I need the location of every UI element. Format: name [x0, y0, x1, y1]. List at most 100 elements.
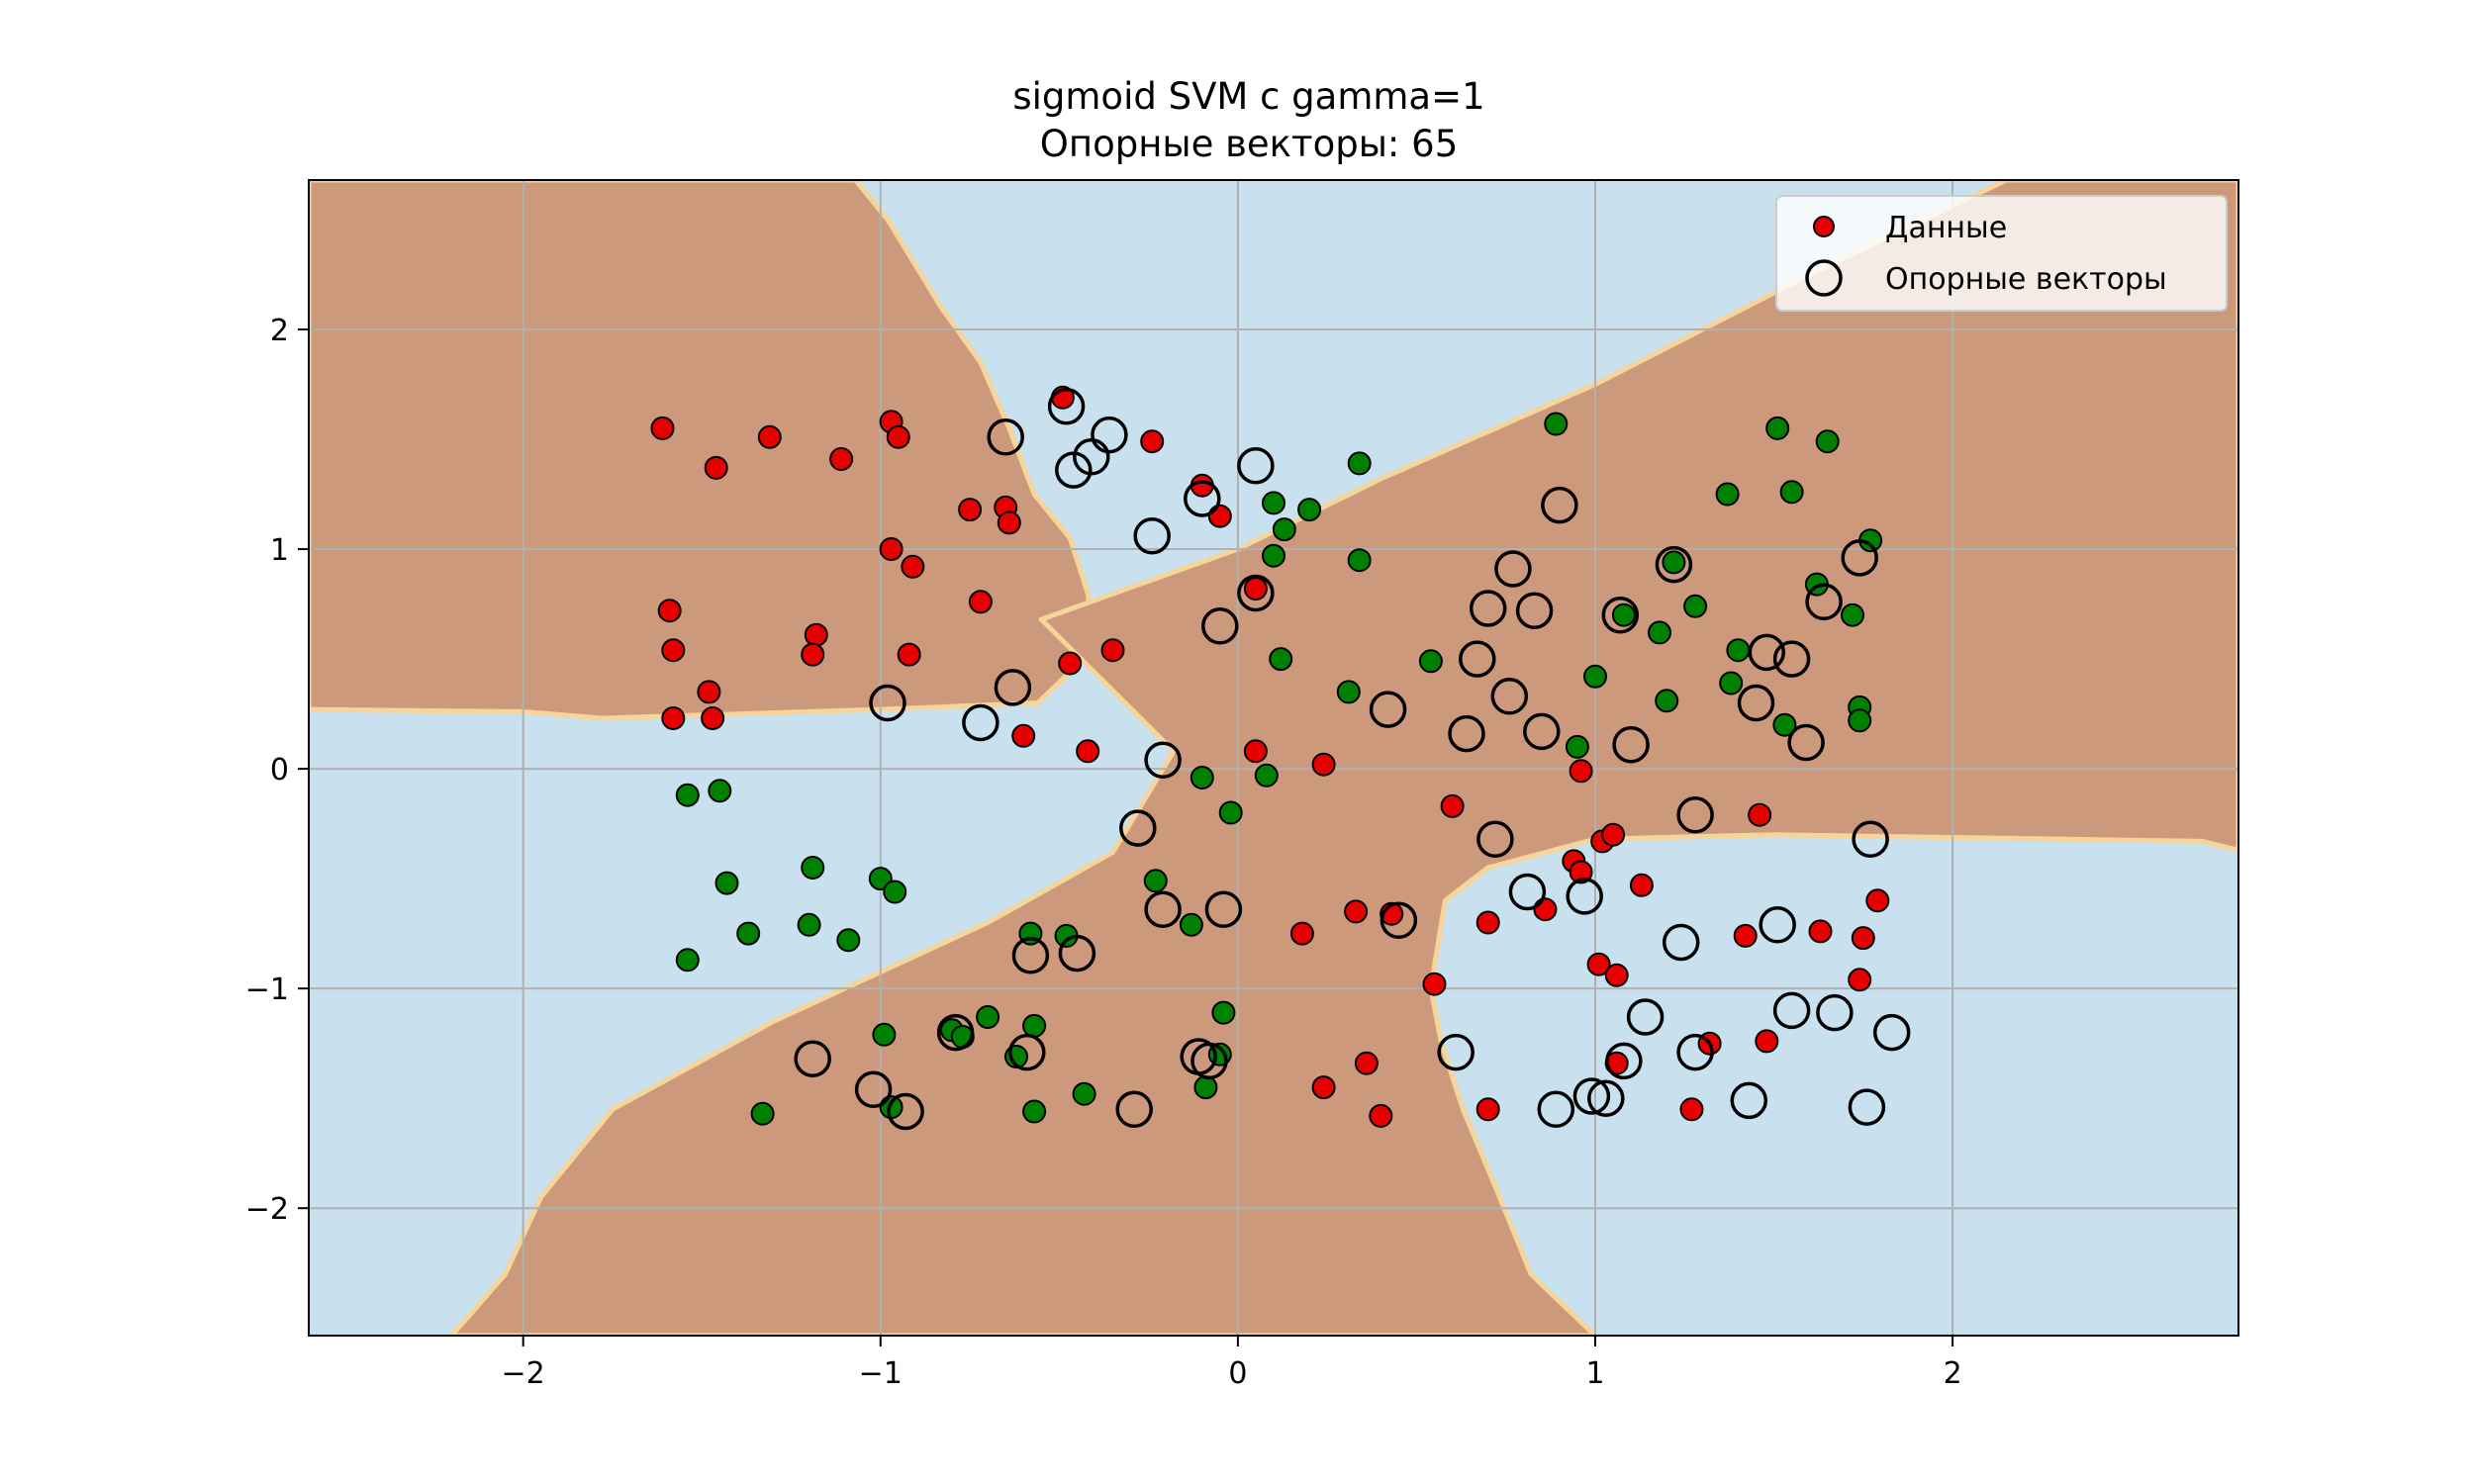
- y-tick-label: 1: [270, 533, 289, 568]
- data-point: [968, 590, 993, 614]
- data-point: [1311, 752, 1336, 777]
- data-point: [1369, 1103, 1393, 1128]
- y-tick-label: 2: [270, 314, 289, 348]
- data-point: [1347, 451, 1372, 476]
- support-vector: [936, 1013, 975, 1052]
- support-vector: [1058, 934, 1096, 973]
- data-point: [1422, 972, 1447, 996]
- data-point: [1179, 912, 1203, 937]
- y-axis-ticks: −2 −1 0 1 2: [245, 314, 309, 1227]
- data-point: [1218, 800, 1243, 825]
- data-point: [661, 638, 686, 663]
- support-vector: [1201, 607, 1239, 645]
- support-vector: [1759, 906, 1796, 944]
- x-tick-label: 0: [1228, 1356, 1247, 1391]
- data-point: [1611, 603, 1636, 627]
- x-tick-label: −2: [502, 1356, 545, 1391]
- data-point: [836, 928, 861, 953]
- data-point: [1851, 926, 1875, 951]
- support-vector: [987, 418, 1024, 456]
- data-point: [1022, 1013, 1047, 1038]
- data-point: [1726, 638, 1751, 663]
- support-vector: [1119, 809, 1157, 847]
- support-vector: [1237, 574, 1275, 612]
- data-point: [1336, 680, 1361, 704]
- data-point: [797, 912, 821, 937]
- support-vector: [869, 684, 906, 722]
- data-point: [1733, 923, 1758, 948]
- support-vector: [1184, 480, 1221, 517]
- support-vector: [1494, 550, 1532, 588]
- x-tick-label: −1: [859, 1356, 903, 1391]
- decision-region-0: [309, 180, 1097, 721]
- data-point: [1100, 638, 1125, 663]
- data-point: [675, 948, 700, 973]
- support-vector: [962, 703, 999, 742]
- data-point: [872, 1022, 897, 1047]
- support-vector: [1730, 1081, 1768, 1120]
- data-point: [1544, 412, 1569, 436]
- data-point: [1569, 759, 1593, 784]
- support-vector: [1655, 545, 1693, 584]
- support-vector: [1805, 583, 1843, 621]
- data-point: [1289, 921, 1314, 946]
- support-vector: [1872, 1013, 1911, 1052]
- support-vector: [1437, 1033, 1475, 1071]
- support-vector: [1612, 725, 1650, 764]
- data-point: [757, 424, 782, 449]
- data-point: [1848, 968, 1872, 992]
- support-vector: [1091, 416, 1128, 454]
- support-vector: [1476, 820, 1514, 858]
- data-point: [1848, 708, 1872, 733]
- support-vector: [1787, 723, 1825, 762]
- support-vector: [1508, 873, 1547, 911]
- data-point: [1143, 869, 1168, 893]
- support-vector: [1523, 712, 1561, 751]
- data-point: [1815, 429, 1840, 454]
- data-point: [661, 706, 686, 730]
- data-point: [1140, 429, 1165, 454]
- data-point: [1679, 1097, 1704, 1122]
- data-point: [736, 921, 761, 946]
- data-point: [1533, 897, 1558, 922]
- data-point: [1011, 723, 1036, 748]
- legend-marker-support-vectors: [1805, 259, 1843, 297]
- data-point: [1841, 603, 1864, 627]
- support-vector: [1047, 387, 1086, 425]
- data-point: [1808, 919, 1833, 944]
- y-tick-label: −1: [245, 973, 289, 1007]
- data-point: [801, 642, 825, 667]
- data-point: [708, 779, 732, 803]
- support-vector: [1737, 684, 1775, 722]
- support-vector: [1772, 991, 1811, 1030]
- data-point: [1865, 888, 1890, 913]
- legend-label-support-vectors: Опорные векторы: [1885, 262, 2167, 297]
- support-vector: [1601, 596, 1640, 634]
- decision-regions: [309, 180, 2238, 1336]
- data-point: [704, 455, 728, 480]
- support-vector: [1537, 1090, 1575, 1129]
- data-point: [1719, 671, 1744, 696]
- plot-frame: [308, 179, 2239, 1337]
- support-vector: [1144, 741, 1182, 779]
- support-vector: [1587, 1079, 1625, 1117]
- support-vector: [1073, 438, 1110, 476]
- support-vector: [1237, 446, 1275, 485]
- data-point: [714, 871, 739, 895]
- data-point: [829, 447, 854, 471]
- data-point: [1076, 739, 1100, 764]
- support-vector: [1011, 937, 1050, 974]
- data-point: [1601, 822, 1626, 847]
- data-point: [1748, 802, 1772, 827]
- y-tick-label: −2: [245, 1192, 289, 1227]
- x-tick-label: 2: [1944, 1356, 1962, 1391]
- data-point: [1662, 550, 1686, 575]
- data-point: [1475, 910, 1500, 935]
- data-point: [1586, 952, 1611, 976]
- data-point: [1354, 1051, 1379, 1075]
- data-point: [1683, 594, 1708, 618]
- support-vector: [1772, 640, 1811, 678]
- support-vector: [1448, 714, 1485, 753]
- support-vector: [794, 1040, 831, 1077]
